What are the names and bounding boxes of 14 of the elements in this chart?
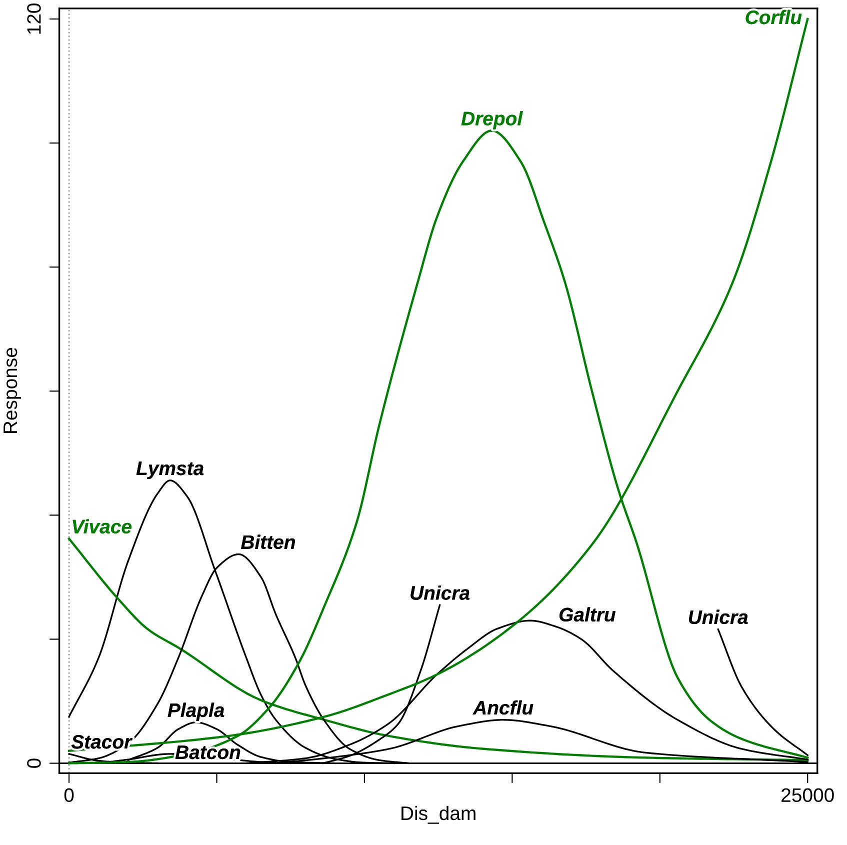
y-axis-title: Response	[4, 348, 22, 433]
series-label: Drepol	[461, 111, 523, 130]
x-tick-label: 25000	[782, 788, 834, 802]
series-label: Galtru	[560, 607, 616, 622]
series-label: Corflu	[746, 10, 802, 24]
x-axis-title: Dis_dam	[402, 806, 476, 824]
y-tick-label: 120	[27, 4, 41, 34]
series-label: Ancflu	[472, 700, 534, 715]
series-label: Bitten	[241, 534, 295, 550]
series-label: Vivace	[72, 519, 132, 534]
series-label: Unicra	[688, 610, 748, 624]
series-label: Plapla	[168, 702, 224, 721]
series-label: Unicra	[410, 586, 470, 600]
series-label: Lymsta	[136, 462, 204, 480]
